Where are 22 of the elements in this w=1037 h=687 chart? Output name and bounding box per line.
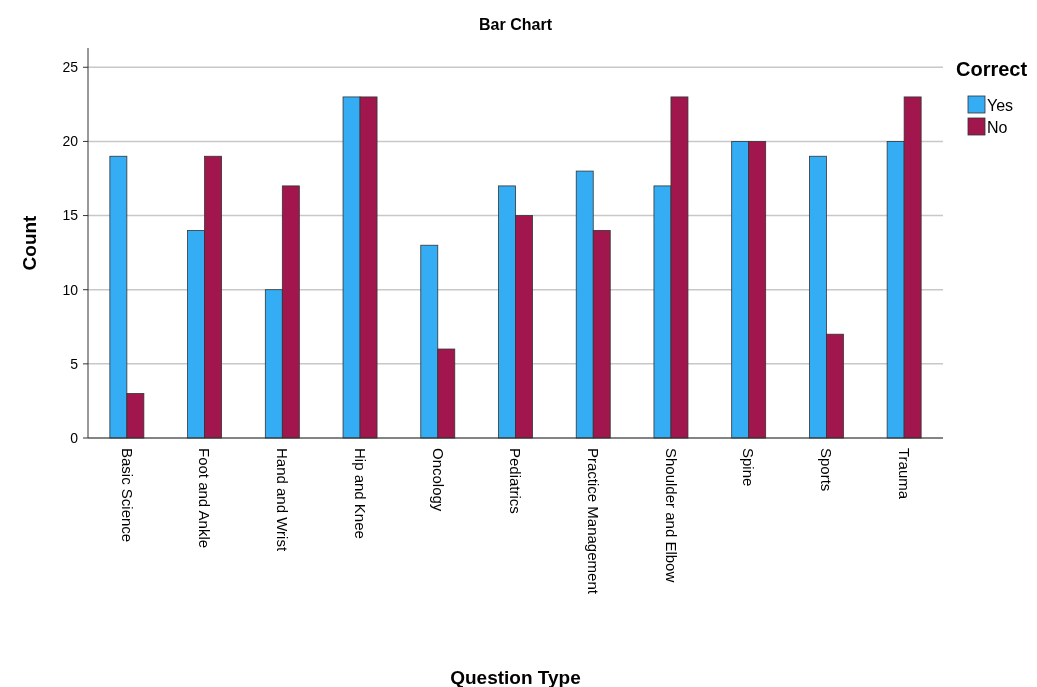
y-tick-label: 0 [70, 429, 79, 446]
x-tick-label: Trauma [895, 448, 913, 500]
x-tick-label: Spine [740, 448, 758, 487]
legend-title: Correct [956, 58, 1028, 80]
y-tick-label: 10 [62, 281, 79, 298]
x-tick-label: Pediatrics [507, 448, 525, 514]
x-tick-label: Oncology [429, 448, 447, 512]
y-tick-label: 5 [70, 355, 79, 372]
y-tick-label: 15 [62, 207, 79, 224]
legend-label: Yes [987, 96, 1014, 114]
y-tick-label: 25 [62, 59, 79, 76]
chart-title: Bar Chart [479, 16, 553, 33]
legend-label: No [987, 118, 1008, 136]
x-tick-label: Foot and Ankle [196, 448, 214, 549]
x-tick-label: Sports [818, 448, 836, 492]
y-tick-label: 20 [62, 133, 79, 150]
x-tick-label: Shoulder and Elbow [662, 448, 680, 583]
x-tick-label: Basic Science [118, 448, 136, 543]
x-tick-label: Hip and Knee [351, 448, 369, 539]
x-tick-label: Hand and Wrist [274, 448, 292, 552]
y-axis-title: Count [19, 214, 40, 271]
x-tick-label: Practice Management [584, 448, 602, 595]
